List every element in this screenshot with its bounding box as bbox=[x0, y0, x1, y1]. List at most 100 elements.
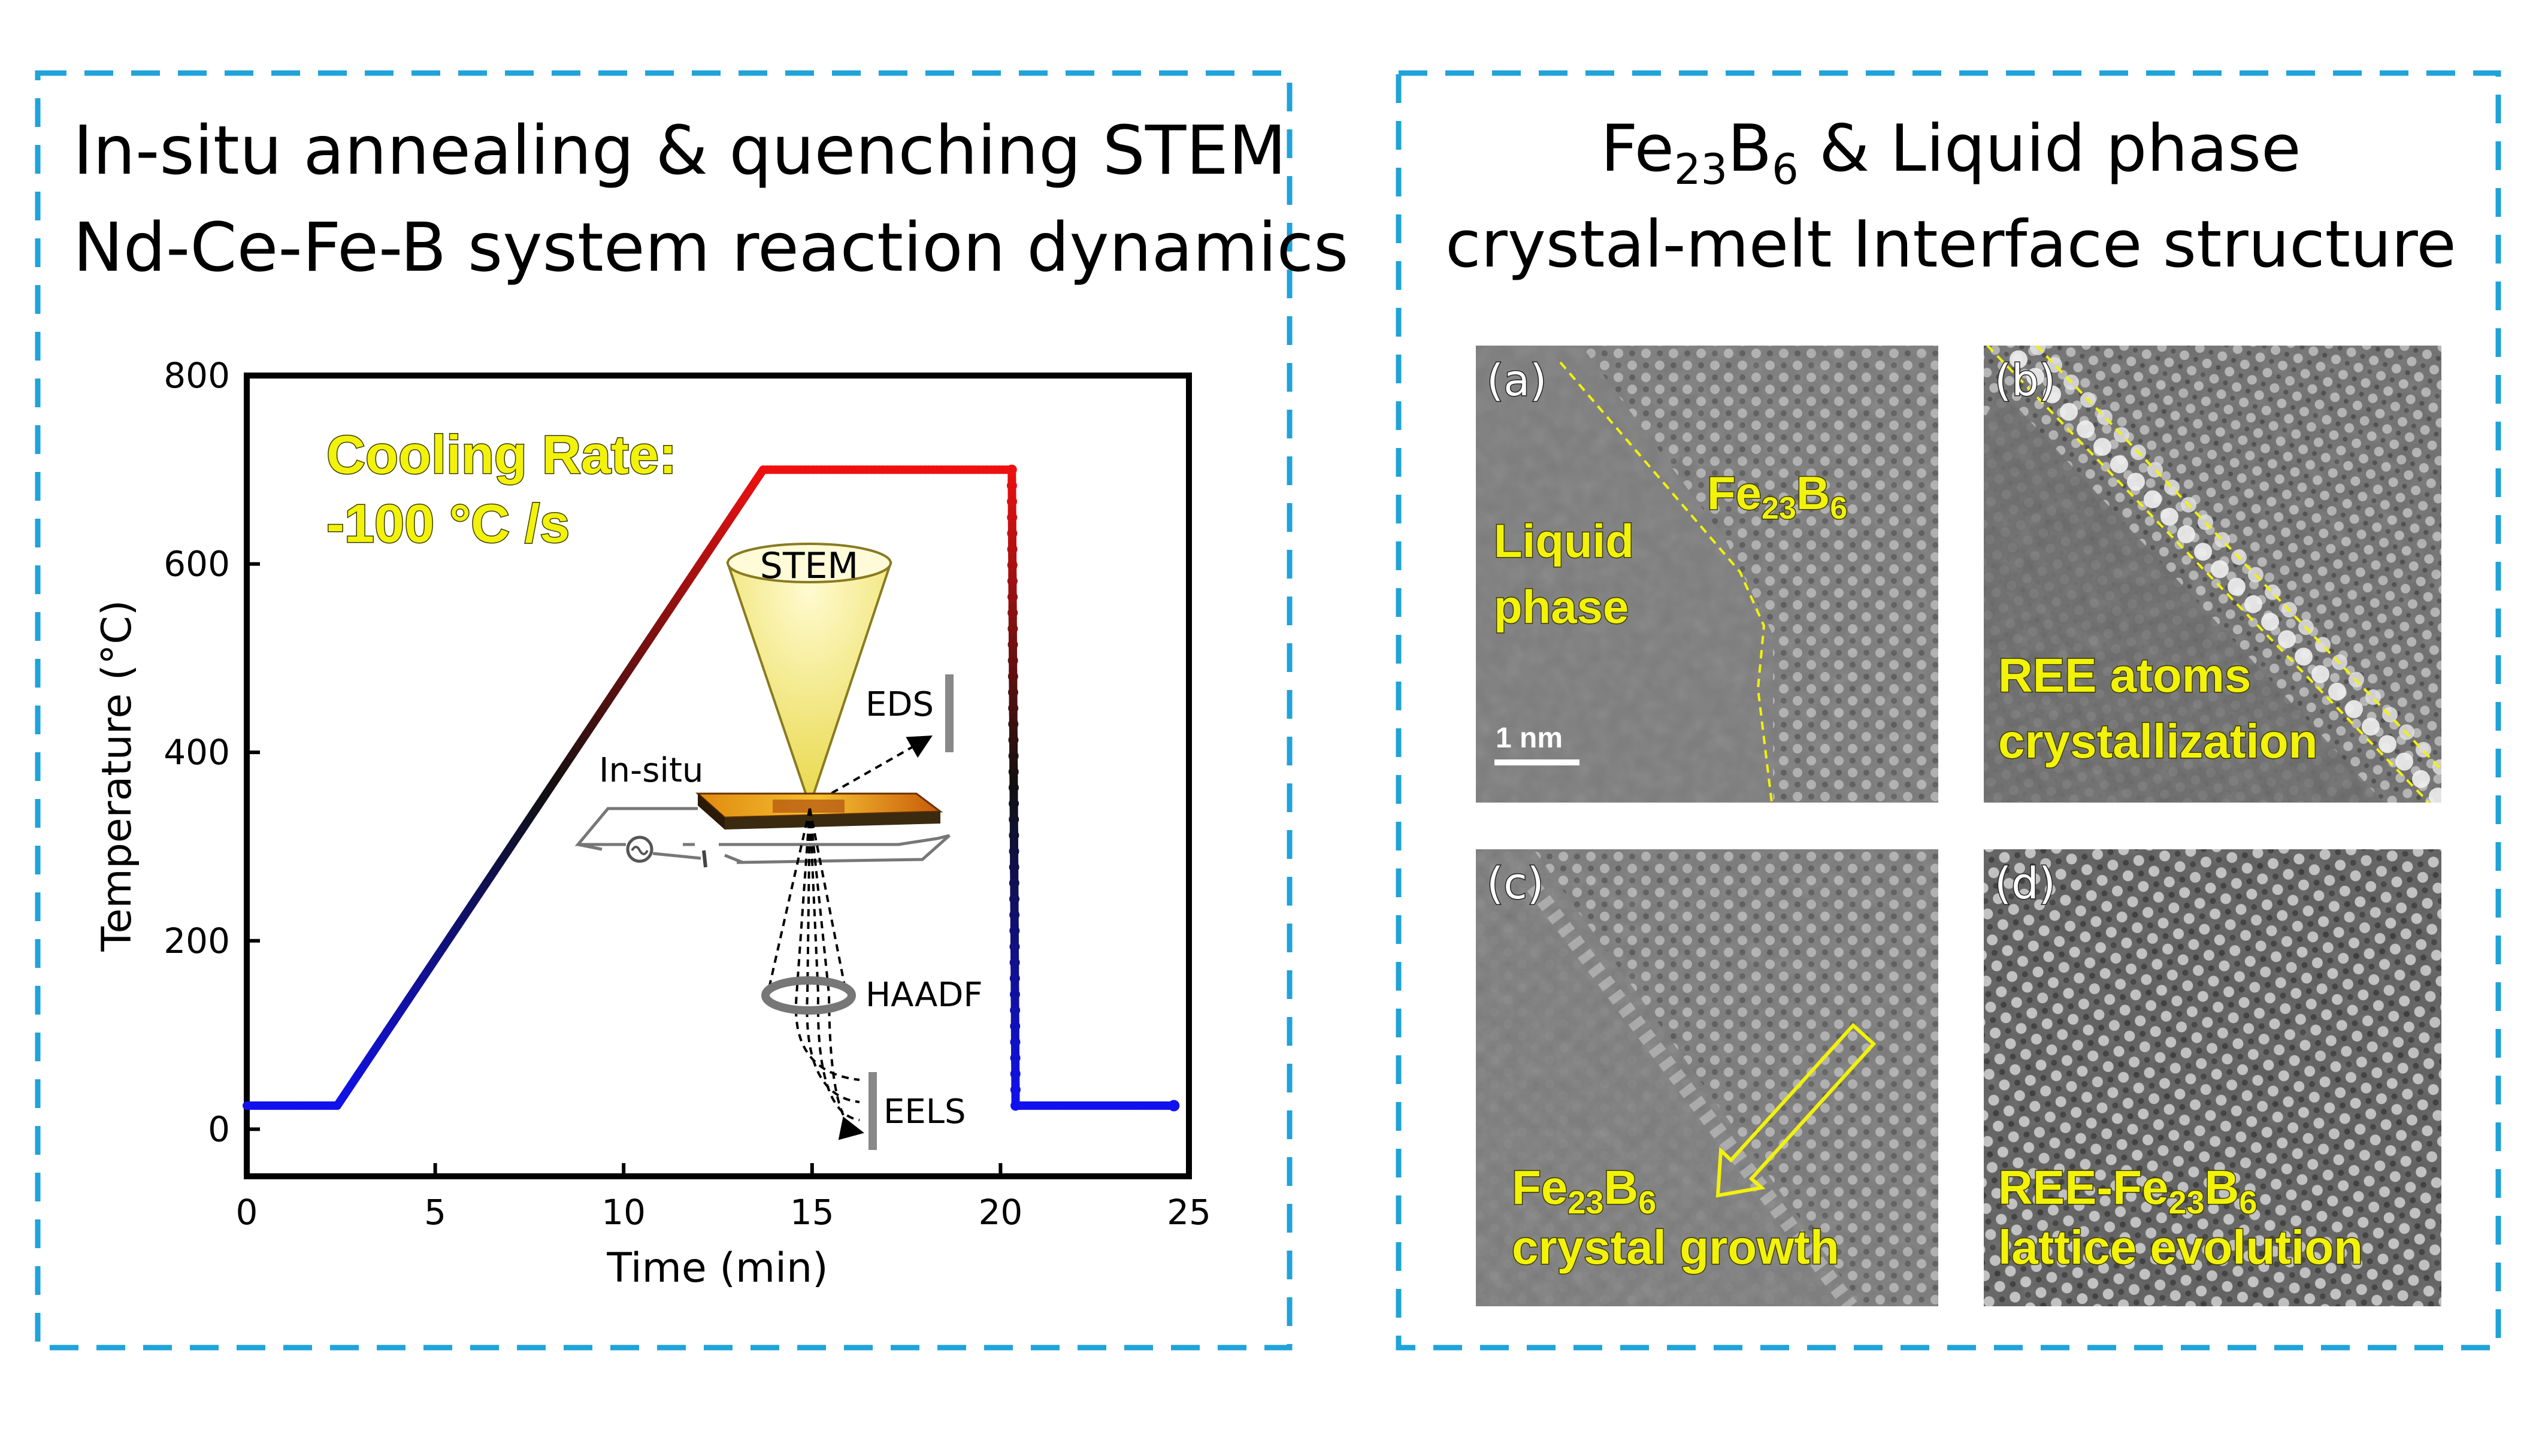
chart-plot-frame bbox=[244, 373, 1192, 1179]
panel-a-liquid-label-1: Liquid bbox=[1494, 514, 1634, 567]
quench-data-point bbox=[1009, 989, 1020, 1000]
quench-data-point bbox=[1007, 496, 1018, 507]
interface-line-b2 bbox=[2035, 346, 2441, 771]
quench-data-point bbox=[1010, 1052, 1021, 1063]
panel-d-line1: REE-Fe23B6 bbox=[1998, 1161, 2257, 1221]
x-tick-label: 5 bbox=[424, 1192, 446, 1233]
ree-atom bbox=[2244, 595, 2262, 613]
quench-data-point bbox=[1007, 671, 1018, 682]
quench-data-point bbox=[1009, 798, 1019, 809]
quench-data-point bbox=[1010, 1021, 1021, 1031]
eels-detector bbox=[869, 1072, 877, 1150]
quench-data-point bbox=[1006, 480, 1017, 491]
ree-atom bbox=[2110, 455, 2128, 474]
quench-data-point bbox=[1007, 576, 1018, 586]
quench-data-point bbox=[1007, 544, 1018, 555]
right-title-line2: crystal-melt Interface structure bbox=[1445, 207, 2456, 282]
panel-a-fe23b6-label: Fe23B6 bbox=[1707, 467, 1847, 526]
x-tick-label: 25 bbox=[1167, 1192, 1211, 1233]
micrograph-c bbox=[1476, 849, 1938, 1306]
eds-signal-arrow bbox=[809, 735, 933, 807]
scale-bar bbox=[1494, 759, 1579, 765]
quench-data-point bbox=[1009, 862, 1019, 873]
cooling-rate-line1: Cooling Rate: bbox=[326, 425, 677, 485]
beam-aperture bbox=[727, 543, 892, 583]
panel-a-letter: (a) bbox=[1487, 355, 1547, 405]
quench-data-point bbox=[1007, 592, 1018, 603]
panel-c-line1: Fe23B6 bbox=[1512, 1161, 1656, 1221]
stem-schematic: STEM EDS In-situ HAADF bbox=[574, 543, 983, 1150]
panel-b-line2: crystallization bbox=[1998, 715, 2318, 768]
temperature-chart: 0 5 10 15 20 25 0 200 400 600 800 Time (min) Temp… bbox=[93, 355, 1211, 1292]
y-tick-label: 600 bbox=[164, 544, 230, 585]
y-tick-label: 0 bbox=[208, 1109, 230, 1149]
x-tick-label: 0 bbox=[236, 1192, 258, 1233]
ree-atom bbox=[2429, 788, 2441, 803]
x-axis-label: Time (min) bbox=[606, 1245, 828, 1292]
scale-bar-label: 1 nm bbox=[1496, 722, 1563, 754]
in-situ-label: In-situ bbox=[599, 751, 703, 790]
y-tick-label: 800 bbox=[164, 355, 230, 396]
capacitor-plate bbox=[702, 850, 707, 868]
ree-atom bbox=[2228, 577, 2246, 596]
x-tick-label: 10 bbox=[601, 1192, 646, 1233]
panel-b-line1: REE atoms bbox=[1998, 649, 2251, 702]
panel-c-letter: (c) bbox=[1487, 858, 1544, 909]
micrograph-a bbox=[1476, 346, 1938, 803]
ree-atom bbox=[2160, 507, 2178, 526]
quench-data-point bbox=[1006, 464, 1017, 475]
quench-data-point bbox=[1009, 910, 1020, 921]
quench-data-point bbox=[1008, 782, 1019, 793]
x-ticks: 0 5 10 15 20 25 bbox=[236, 1163, 1211, 1233]
ree-atom bbox=[2060, 402, 2078, 421]
quench-data-point bbox=[1010, 1068, 1021, 1079]
right-panel-frame bbox=[1396, 70, 2501, 1351]
growth-direction-arrow bbox=[1715, 1022, 1877, 1198]
ree-atom bbox=[2127, 473, 2145, 491]
y-tick-label: 400 bbox=[164, 732, 230, 773]
quench-data-point bbox=[1007, 607, 1018, 618]
quench-data-point bbox=[1007, 560, 1018, 571]
eels-label: EELS bbox=[883, 1092, 966, 1131]
eds-detector bbox=[945, 674, 954, 752]
ree-atom bbox=[2211, 560, 2229, 579]
ree-atom bbox=[2412, 770, 2430, 788]
quench-data-point bbox=[1007, 655, 1018, 666]
quench-data-point bbox=[1010, 1005, 1021, 1016]
quench-data-point bbox=[1007, 512, 1018, 523]
quench-data-point bbox=[1009, 942, 1020, 952]
micrograph-d bbox=[1984, 849, 2441, 1306]
interface-line-b1 bbox=[1986, 346, 2430, 803]
left-title-line1: In-situ annealing & quenching STEM bbox=[73, 112, 1287, 190]
ree-atom bbox=[2261, 613, 2279, 631]
quench-data-point bbox=[1008, 703, 1019, 713]
heating-circuit bbox=[574, 807, 951, 864]
panel-b-letter: (b) bbox=[1995, 355, 2056, 405]
quench-data-point bbox=[1007, 528, 1018, 538]
ree-atom bbox=[2449, 777, 2465, 792]
left-title-line2: Nd-Ce-Fe-B system reaction dynamics bbox=[73, 209, 1348, 287]
temperature-series bbox=[243, 464, 1180, 1112]
ree-atom bbox=[2362, 718, 2380, 736]
panel-c-line2: crystal growth bbox=[1512, 1221, 1839, 1274]
quench-data-point bbox=[1009, 877, 1019, 888]
ree-atom bbox=[2093, 438, 2111, 456]
quench-data-point bbox=[1008, 735, 1019, 746]
ree-atom bbox=[2345, 700, 2363, 718]
y-tick-label: 200 bbox=[164, 921, 230, 961]
quench-data-point bbox=[1009, 814, 1019, 825]
quench-data-point bbox=[1007, 639, 1018, 650]
ree-atom bbox=[2030, 346, 2045, 355]
quench-data-point bbox=[1009, 894, 1020, 904]
quench-data-point bbox=[1007, 623, 1018, 634]
stem-label: STEM bbox=[760, 545, 858, 587]
quench-data-point bbox=[1009, 846, 1019, 856]
panel-d-letter: (d) bbox=[1995, 858, 2056, 909]
cooling-rate-line2: -100 °C /s bbox=[326, 494, 570, 554]
quench-data-point bbox=[1009, 830, 1019, 841]
left-panel-frame bbox=[35, 70, 1293, 1351]
haadf-label: HAADF bbox=[866, 976, 983, 1015]
ree-atom bbox=[2177, 525, 2195, 543]
eds-label: EDS bbox=[866, 685, 934, 724]
ree-atom bbox=[2311, 665, 2329, 683]
